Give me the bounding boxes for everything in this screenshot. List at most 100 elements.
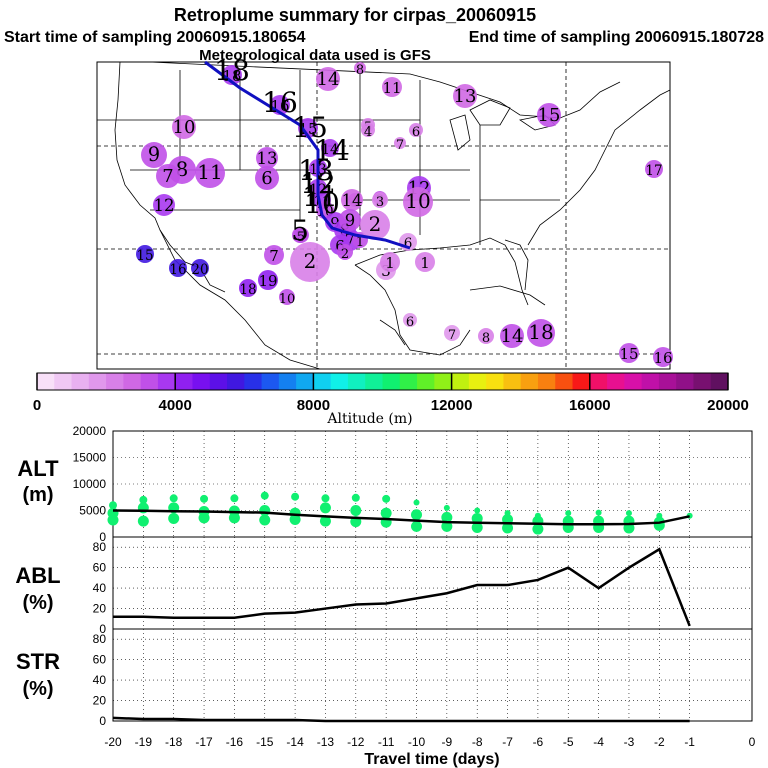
alt-scatter-point: [319, 515, 331, 527]
plume-marker-label: 14: [501, 326, 524, 347]
plume-marker-label: 8: [356, 63, 364, 78]
alt-scatter-point: [532, 523, 544, 535]
alt-scatter-point: [471, 521, 483, 533]
plume-marker-label: 8: [482, 331, 490, 346]
y-tick-label: 0: [99, 622, 106, 636]
plume-marker-label: 15: [136, 248, 153, 264]
trajectory-day-label: 18: [214, 54, 250, 87]
colorbar-cell: [451, 373, 470, 390]
colorbar-cell: [54, 373, 73, 390]
str-panel: STR (%) 80 60 40 20 0: [16, 628, 753, 728]
plume-marker-label: 10: [173, 117, 196, 138]
plume-marker: [360, 210, 390, 240]
trajectory-day-label: 16: [262, 86, 298, 119]
trajectory-day-label: 5: [291, 214, 309, 247]
plume-marker-label: 13: [257, 149, 278, 168]
alt-scatter-point: [380, 507, 392, 519]
plume-marker: [653, 347, 673, 367]
colorbar-cell: [710, 373, 729, 390]
x-tick-label: -11: [378, 735, 395, 749]
abl-panel-ylabel-unit: (%): [22, 592, 53, 614]
plume-marker: [500, 324, 524, 348]
y-tick-label: 0: [99, 530, 106, 544]
plume-marker: [415, 252, 435, 272]
x-tick-label: -8: [472, 735, 483, 749]
y-tick-label: 15000: [73, 451, 107, 465]
alt-scatter-point: [502, 522, 514, 534]
alt-scatter-point: [259, 505, 271, 516]
colorbar-cell: [676, 373, 694, 390]
trajectory-day-label: 10: [304, 187, 340, 220]
x-tick-label: -3: [624, 735, 635, 749]
colorbar-cell: [140, 373, 159, 390]
plume-marker-label: 7: [269, 247, 279, 265]
plume-marker: [172, 115, 196, 139]
plume-marker-label: 6: [412, 125, 420, 140]
plume-marker: [239, 279, 257, 297]
y-tick-label: 40: [93, 673, 107, 687]
colorbar-cell: [244, 373, 263, 390]
alt-scatter-point: [198, 512, 210, 524]
alt-mean-line: [112, 509, 690, 526]
plume-marker-label: 5: [297, 230, 305, 245]
colorbar-cell: [209, 373, 228, 390]
trajectory-day-label: 15: [292, 111, 328, 144]
y-tick-label: 80: [93, 632, 107, 646]
plume-marker-label: 9: [345, 211, 356, 230]
plume-marker-label: 6: [404, 236, 413, 252]
plume-marker: [293, 227, 309, 243]
x-tick-label: -14: [286, 735, 304, 749]
abl-panel-ylabel: ABL: [15, 563, 60, 588]
abl-line: [113, 547, 691, 627]
plume-marker: [255, 166, 279, 190]
plume-marker: [382, 77, 402, 97]
alt-scatter-point: [289, 514, 301, 526]
colorbar-tick-label: 0: [33, 397, 41, 414]
plume-marker: [156, 164, 180, 188]
plume-marker: [403, 187, 433, 217]
plume-marker: [372, 192, 388, 208]
colorbar-cell: [693, 373, 712, 390]
colorbar-cell: [157, 373, 176, 390]
plume-marker-label: 11: [382, 79, 401, 97]
colorbar-cell: [607, 373, 625, 390]
colorbar-cell: [382, 373, 401, 390]
colorbar-cell: [365, 373, 383, 390]
colorbar-cell: [192, 373, 211, 390]
plume-marker-label: 20: [191, 262, 208, 278]
colorbar-tick-label: 16000: [569, 397, 611, 414]
y-tick-label: 60: [93, 653, 107, 667]
plume-marker: [298, 118, 318, 138]
y-tick-label: 0: [99, 714, 106, 728]
y-tick-label: 20000: [73, 424, 107, 438]
alt-scatter-point: [319, 502, 331, 514]
trajectory-day-label: 11: [302, 180, 338, 213]
plume-marker: [256, 147, 278, 169]
plume-marker: [264, 245, 284, 265]
plume-marker: [354, 62, 366, 74]
colorbar-cell: [278, 373, 297, 390]
colorbar-cell: [123, 373, 142, 390]
alt-scatter-point: [443, 504, 450, 511]
colorbar-cell: [296, 373, 314, 390]
plume-marker-label: 14: [317, 69, 340, 90]
alt-scatter-point: [382, 494, 391, 503]
alt-scatter-point: [350, 505, 362, 516]
alt-scatter-point: [441, 511, 453, 523]
plume-marker: [645, 160, 663, 178]
colorbar-cell: [399, 373, 418, 390]
colorbar-cell: [468, 373, 487, 390]
alt-scatter-point: [169, 494, 178, 503]
alt-scatter-point: [595, 509, 602, 516]
y-tick-label: 60: [93, 561, 107, 575]
alt-scatter-point: [139, 495, 148, 504]
plume-marker: [258, 270, 278, 290]
plume-marker-label: 17: [645, 163, 662, 179]
plume-marker-label: 1: [356, 235, 364, 250]
x-tick-label: -5: [563, 735, 574, 749]
plume-marker-label: 16: [653, 349, 672, 367]
plume-marker: [339, 209, 361, 231]
x-tick-label: -12: [347, 735, 365, 749]
alt-panel: ALT (m) 20000 15000 10000 5000 0: [17, 424, 753, 544]
